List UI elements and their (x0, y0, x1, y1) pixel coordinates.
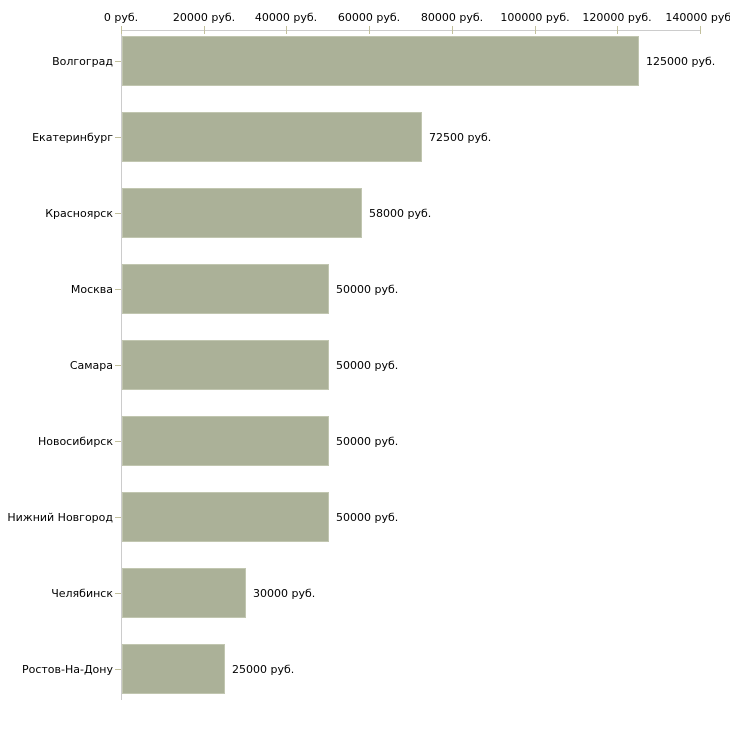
x-axis-tick-label: 100000 руб. (500, 11, 570, 24)
x-axis-tick (286, 26, 287, 34)
bar (122, 340, 329, 390)
value-label: 50000 руб. (336, 510, 399, 524)
x-axis-tick-label: 60000 руб. (337, 11, 401, 24)
category-label: Самара (69, 358, 113, 372)
value-label: 50000 руб. (336, 282, 399, 296)
y-axis-tick (115, 289, 121, 290)
x-axis-tick-label: 20000 руб. (172, 11, 236, 24)
y-axis-tick (115, 61, 121, 62)
value-label: 50000 руб. (336, 358, 399, 372)
y-axis-tick (115, 213, 121, 214)
chart-row: Самара 50000 руб. (0, 327, 730, 403)
chart-row: Красноярск 58000 руб. (0, 175, 730, 251)
y-axis-line (121, 30, 122, 700)
bar (122, 188, 362, 238)
category-label: Москва (70, 282, 113, 296)
bar (122, 264, 329, 314)
bar (122, 416, 329, 466)
x-axis-tick (121, 26, 122, 34)
chart-row: Москва 50000 руб. (0, 251, 730, 327)
x-axis-tick-label: 140000 руб. (665, 11, 730, 24)
category-label: Нижний Новгород (7, 510, 113, 524)
category-label: Красноярск (45, 206, 113, 220)
category-label: Челябинск (51, 586, 113, 600)
y-axis-tick (115, 669, 121, 670)
value-label: 125000 руб. (646, 54, 716, 68)
y-axis-tick (115, 365, 121, 366)
x-axis-tick (700, 26, 701, 34)
x-axis-line (121, 30, 701, 31)
value-label: 72500 руб. (429, 130, 492, 144)
bar (122, 568, 246, 618)
y-axis-tick (115, 441, 121, 442)
value-label: 58000 руб. (369, 206, 432, 220)
category-label: Волгоград (52, 54, 113, 68)
bar (122, 644, 225, 694)
bar (122, 36, 639, 86)
x-axis-tick-label: 120000 руб. (582, 11, 652, 24)
x-axis-tick (369, 26, 370, 34)
x-axis-tick (535, 26, 536, 34)
chart-row: Волгоград 125000 руб. (0, 23, 730, 99)
bar (122, 112, 422, 162)
chart-row: Нижний Новгород 50000 руб. (0, 479, 730, 555)
x-axis-tick-label: 0 руб. (103, 11, 139, 24)
y-axis-tick (115, 517, 121, 518)
bar (122, 492, 329, 542)
x-axis-tick (617, 26, 618, 34)
value-label: 30000 руб. (253, 586, 316, 600)
x-axis-tick (204, 26, 205, 34)
y-axis-tick (115, 593, 121, 594)
x-axis-tick (452, 26, 453, 34)
chart-row: Новосибирск 50000 руб. (0, 403, 730, 479)
category-label: Новосибирск (37, 434, 113, 448)
x-axis-tick-label: 40000 руб. (254, 11, 318, 24)
value-label: 50000 руб. (336, 434, 399, 448)
category-label: Ростов-На-Дону (21, 662, 113, 676)
x-axis-tick-label: 80000 руб. (420, 11, 484, 24)
value-label: 25000 руб. (232, 662, 295, 676)
chart-row: Челябинск 30000 руб. (0, 555, 730, 631)
y-axis-tick (115, 137, 121, 138)
chart-row: Екатеринбург 72500 руб. (0, 99, 730, 175)
category-label: Екатеринбург (32, 130, 113, 144)
chart-row: Ростов-На-Дону 25000 руб. (0, 631, 730, 707)
